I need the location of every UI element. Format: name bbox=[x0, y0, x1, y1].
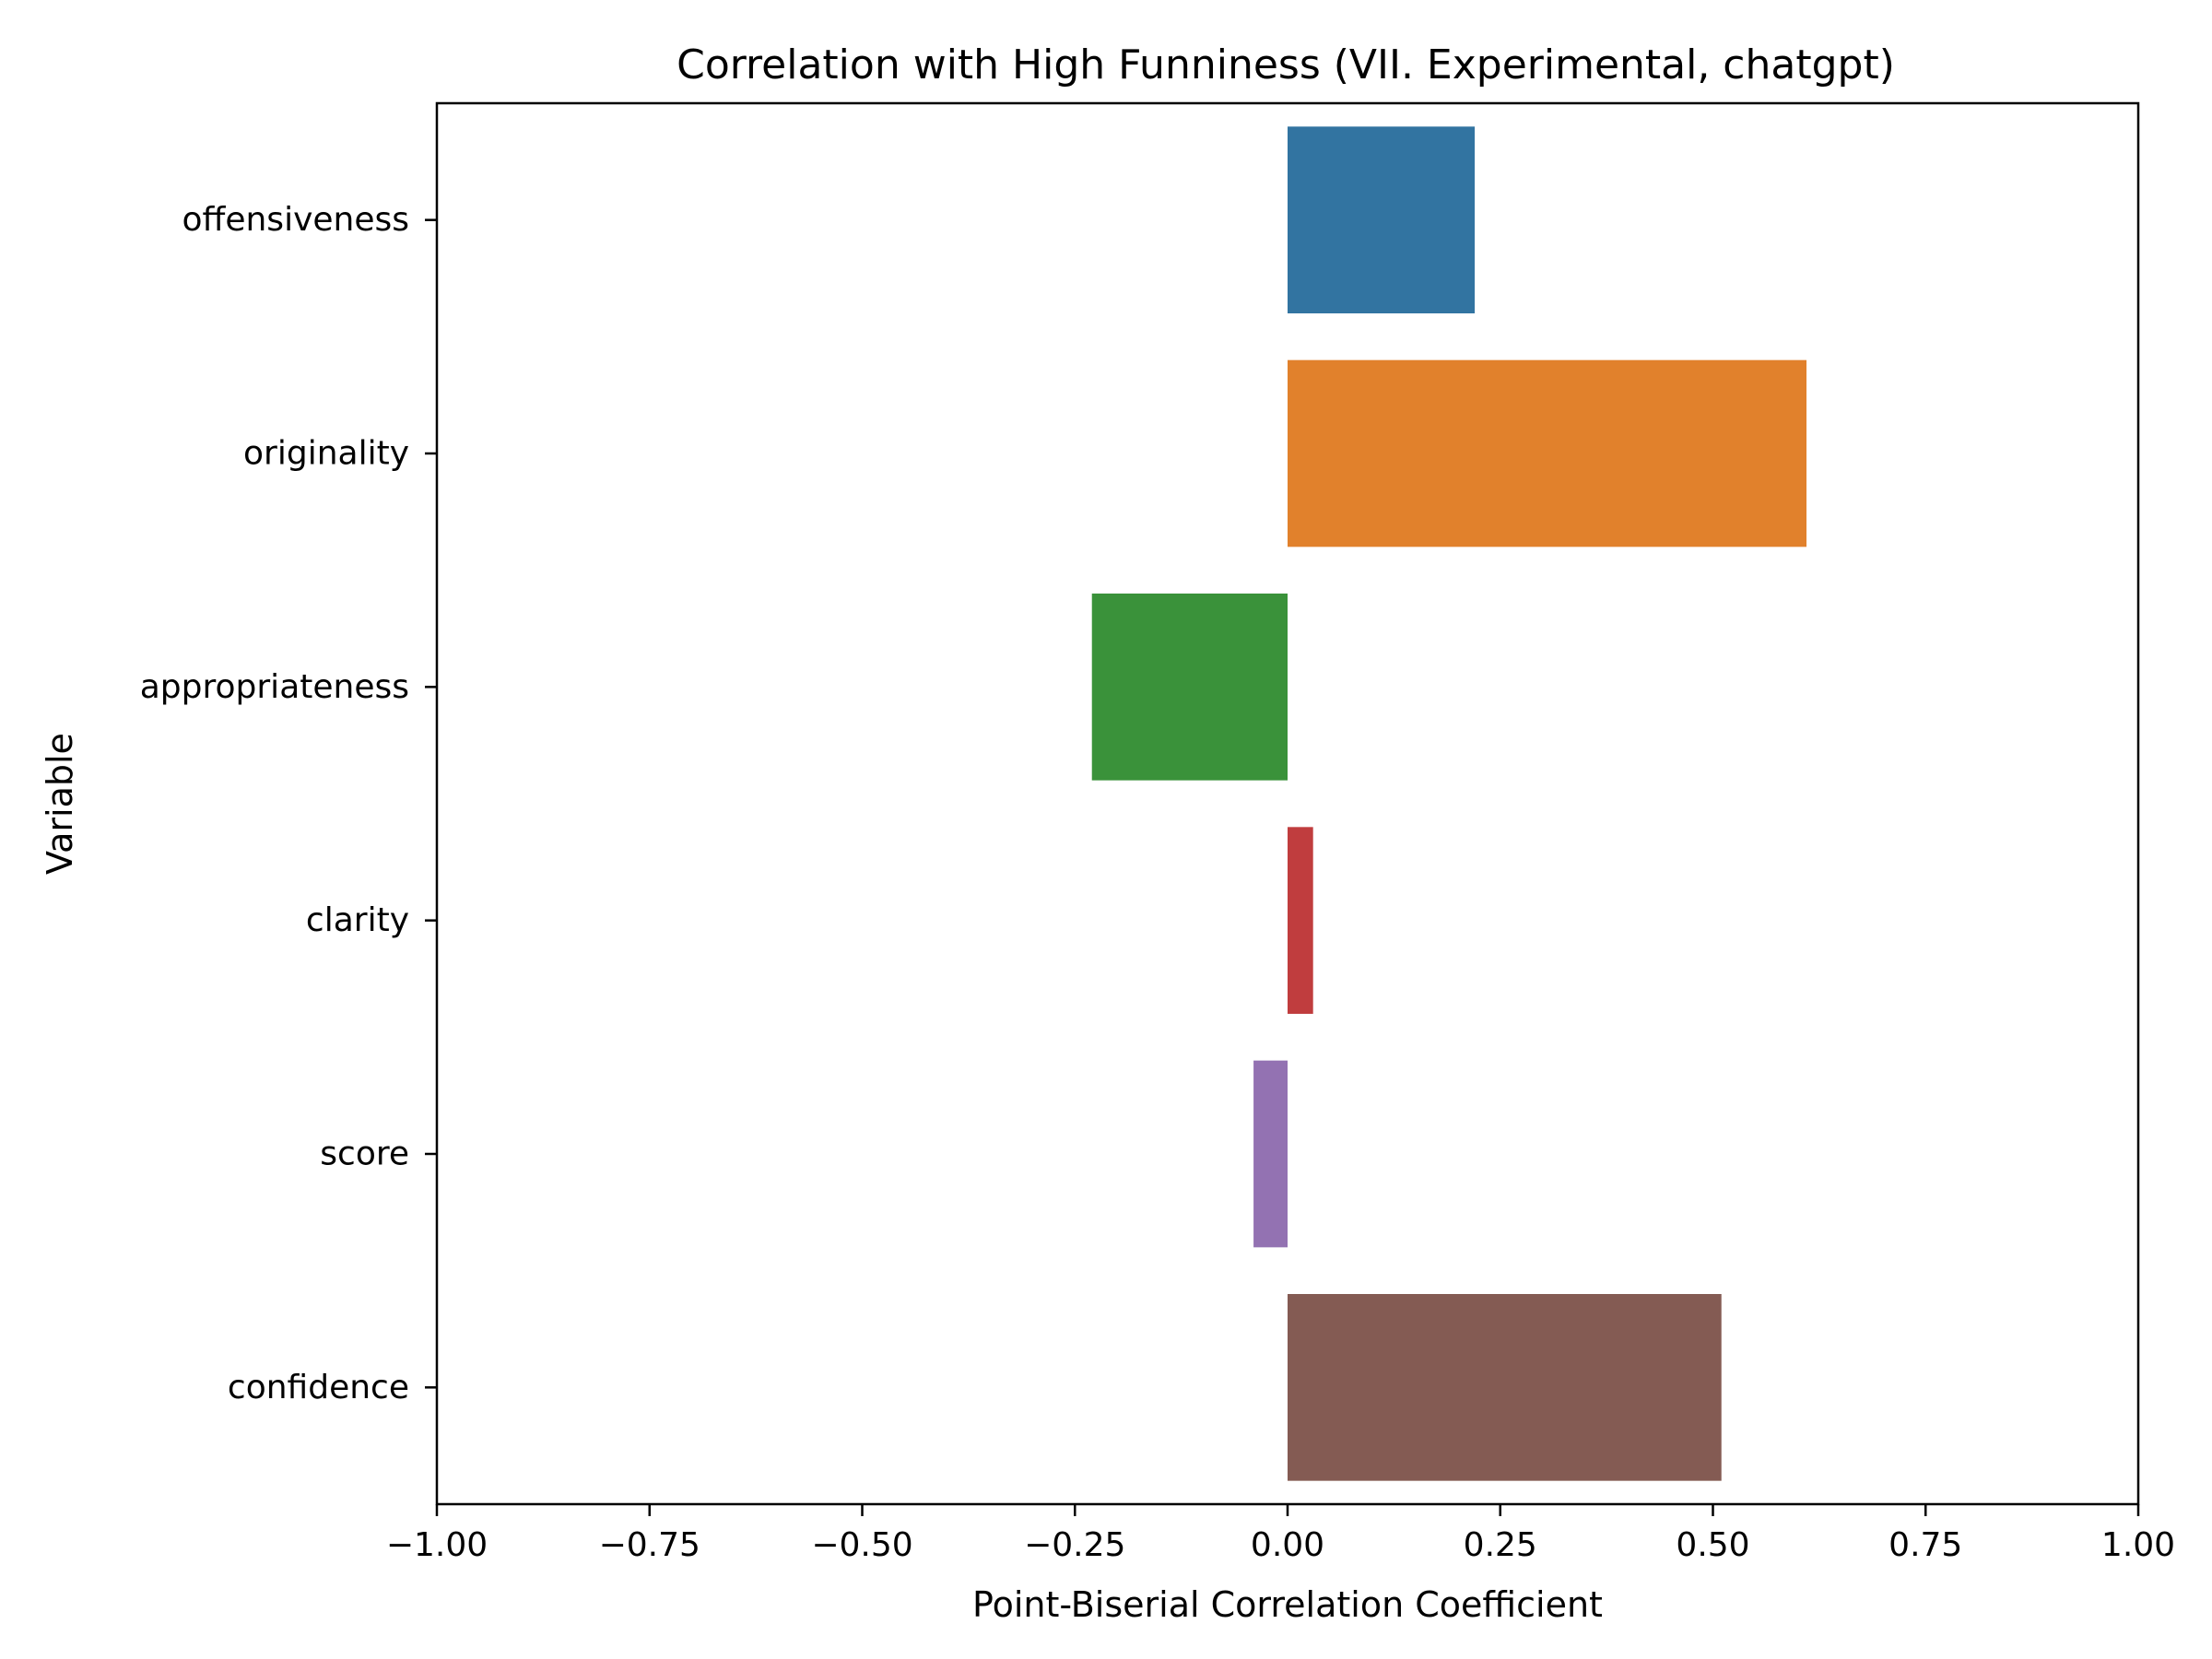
bar-offensiveness bbox=[1288, 126, 1476, 313]
x-tick-label: 0.25 bbox=[1464, 1526, 1537, 1564]
bar-confidence bbox=[1288, 1294, 1722, 1481]
x-tick-label: −1.00 bbox=[386, 1526, 488, 1564]
y-tick-label-score: score bbox=[320, 1135, 409, 1173]
x-tick-label: −0.75 bbox=[599, 1526, 700, 1564]
x-tick-label: −0.25 bbox=[1024, 1526, 1125, 1564]
x-axis-ticks: −1.00 −0.75 −0.50 −0.25 0.00 0.25 0.50 0.75 1.00 bbox=[386, 1504, 2175, 1564]
y-axis-ticks: offensiveness originality appropriateness c… bbox=[140, 201, 437, 1406]
bars-group bbox=[1091, 126, 1807, 1481]
y-axis-label: Variable bbox=[40, 733, 80, 875]
bar-originality bbox=[1288, 359, 1807, 547]
x-axis-label: Point-Biserial Correlation Coefficient bbox=[972, 1584, 1603, 1625]
chart-title: Correlation with High Funniness (VII. Ex… bbox=[677, 41, 1895, 88]
y-tick-label-clarity: clarity bbox=[306, 901, 409, 939]
y-tick-label-appropriateness: appropriateness bbox=[140, 668, 409, 706]
plot-frame bbox=[435, 101, 2140, 1506]
y-tick-label-confidence: confidence bbox=[228, 1369, 409, 1406]
x-tick-label: 0.75 bbox=[1888, 1526, 1962, 1564]
bar-score bbox=[1253, 1060, 1288, 1248]
y-tick-label-originality: originality bbox=[243, 435, 409, 473]
x-tick-label: 1.00 bbox=[2101, 1526, 2175, 1564]
x-tick-label: 0.50 bbox=[1676, 1526, 1749, 1564]
bar-appropriateness bbox=[1091, 594, 1288, 781]
x-tick-label: −0.50 bbox=[811, 1526, 912, 1564]
y-tick-label-offensiveness: offensiveness bbox=[182, 201, 409, 239]
bar-clarity bbox=[1288, 827, 1313, 1014]
x-tick-label: 0.00 bbox=[1251, 1526, 1324, 1564]
